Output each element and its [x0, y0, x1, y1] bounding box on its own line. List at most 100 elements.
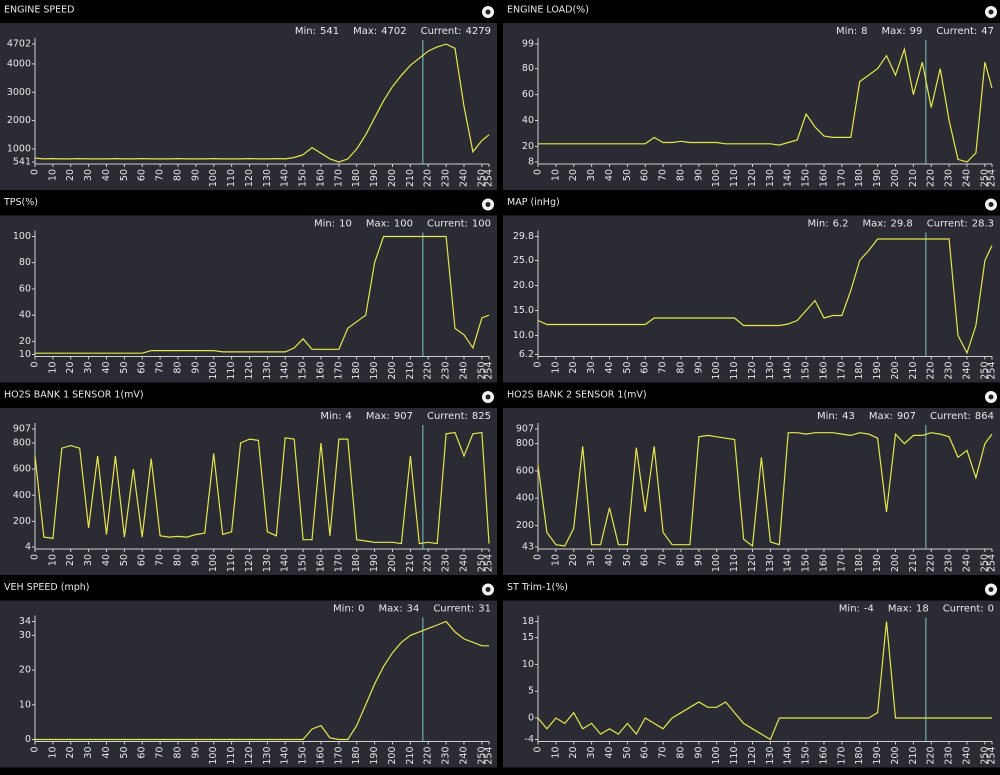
options-button[interactable]	[985, 391, 997, 403]
y-tick-label: 40	[522, 115, 534, 126]
data-line	[35, 620, 489, 741]
x-tick-label: 200	[387, 169, 398, 187]
x-tick-label: 170	[333, 169, 344, 187]
panel-background	[503, 600, 1000, 768]
y-tick-label: 4702	[7, 39, 31, 50]
x-tick-label: 250	[979, 747, 990, 765]
x-tick-label: 0	[30, 169, 41, 175]
y-tick-label: 10.0	[513, 330, 534, 341]
stat-label: Min:	[333, 604, 354, 615]
options-icon-dot[interactable]	[988, 9, 994, 15]
stat-label: Max:	[366, 411, 390, 422]
options-button[interactable]	[482, 198, 494, 211]
x-tick-label: 240	[459, 747, 470, 765]
x-tick-label: 230	[441, 747, 452, 765]
x-tick-label: 90	[190, 169, 201, 181]
y-tick-label: 800	[13, 437, 31, 448]
x-tick-label: 240	[962, 747, 973, 765]
x-tick-label: 240	[459, 362, 470, 380]
graph-title: ENGINE LOAD(%)	[507, 5, 589, 16]
options-icon-dot[interactable]	[988, 394, 994, 400]
options-button[interactable]	[985, 198, 997, 211]
x-tick-label: 120	[747, 747, 758, 765]
stat-value: 10	[339, 219, 352, 230]
options-icon-dot[interactable]	[485, 587, 491, 592]
data-line	[538, 46, 993, 163]
x-tick-label: 170	[836, 747, 847, 765]
data-line	[537, 432, 993, 548]
y-tick-label: 25.0	[513, 255, 534, 266]
x-tick-label: 110	[729, 362, 740, 380]
stat-label: Current:	[930, 411, 971, 422]
x-tick-label: 150	[298, 554, 309, 572]
x-tick-label: 160	[819, 169, 830, 187]
x-tick-label: 60	[137, 554, 148, 566]
y-tick-label: 200	[13, 516, 31, 527]
x-tick-label: 170	[333, 554, 344, 572]
x-tick-label: 250	[476, 747, 487, 765]
x-tick-label: 150	[298, 362, 309, 380]
options-icon-dot[interactable]	[485, 9, 491, 15]
x-tick-label: 0	[30, 747, 41, 753]
options-icon-dot[interactable]	[988, 587, 994, 592]
x-tick-label: 10	[550, 747, 561, 759]
x-tick-label: 110	[729, 554, 740, 572]
x-tick-label: 100	[208, 362, 219, 380]
x-tick-label: 140	[783, 169, 794, 187]
x-tick-label: 200	[890, 747, 901, 765]
options-button[interactable]	[482, 6, 494, 18]
x-tick-label: 100	[208, 169, 219, 187]
panel-background	[503, 215, 1000, 383]
x-tick-label: 220	[926, 362, 937, 380]
x-tick-label: 80	[173, 747, 184, 759]
options-button[interactable]	[985, 6, 997, 18]
x-tick-label: 170	[333, 362, 344, 380]
x-tick-label: 200	[387, 362, 398, 380]
stat-label: Current:	[427, 219, 468, 230]
x-tick-label: 160	[316, 169, 327, 187]
stat-label: Current:	[943, 604, 984, 615]
x-tick-label: 140	[280, 169, 291, 187]
options-button[interactable]	[482, 391, 494, 403]
options-icon-dot[interactable]	[485, 202, 491, 207]
x-tick-label: 250	[476, 554, 487, 572]
x-tick-label: 120	[747, 362, 758, 380]
x-tick-label: 250	[476, 362, 487, 380]
x-tick-label: 40	[101, 362, 112, 374]
x-tick-label: 200	[387, 747, 398, 765]
x-tick-label: 200	[890, 169, 901, 187]
x-tick-label: 254	[484, 362, 495, 380]
options-icon-dot[interactable]	[988, 202, 994, 207]
x-tick-label: 80	[173, 554, 184, 566]
y-tick-label: 2000	[7, 115, 31, 126]
stat-value: 907	[394, 411, 413, 422]
stat-label: Max:	[869, 411, 893, 422]
stat-label: Current:	[433, 604, 474, 615]
graph-panel: ENGINE SPEED Min: 541 Max: 4702 Current: 4279 5…	[0, 5, 497, 190]
x-tick-label: 240	[459, 169, 470, 187]
panel-background	[0, 23, 497, 190]
y-tick-label: 541	[13, 157, 31, 168]
y-tick-label: 15.0	[513, 305, 534, 316]
x-tick-label: 50	[119, 747, 130, 759]
y-tick-label: -4	[525, 734, 534, 745]
x-tick-label: 170	[836, 362, 847, 380]
y-tick-label: 43	[522, 542, 534, 553]
options-icon-dot[interactable]	[485, 394, 491, 400]
stat-label: Current:	[427, 411, 468, 422]
graph-title: MAP (inHg)	[507, 197, 560, 208]
x-tick-label: 110	[226, 362, 237, 380]
x-tick-label: 100	[711, 554, 722, 572]
stat-label: Min:	[817, 411, 838, 422]
x-tick-label: 80	[173, 169, 184, 181]
y-tick-label: 600	[13, 464, 31, 475]
options-button[interactable]	[482, 583, 494, 596]
x-tick-label: 250	[979, 554, 990, 572]
x-tick-label: 30	[83, 747, 94, 759]
stat-label: Max:	[366, 219, 390, 230]
x-tick-label: 70	[155, 747, 166, 759]
options-button[interactable]	[985, 583, 997, 596]
y-tick-label: 20	[522, 141, 534, 152]
x-tick-label: 20	[65, 747, 76, 759]
stat-value: 43	[842, 411, 855, 422]
